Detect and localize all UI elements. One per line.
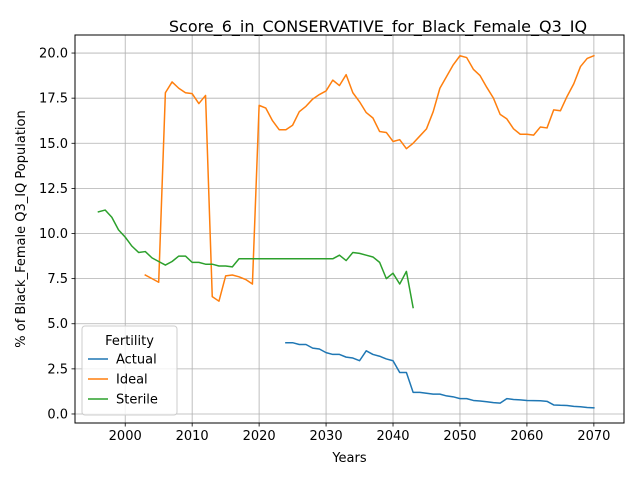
x-axis-title: Years — [331, 451, 367, 466]
y-tick-label: 12.5 — [39, 182, 68, 197]
axis-ticks: 2000 2010 2020 2030 2040 2050 2060 2070 0.0 2.5 5.… — [39, 47, 610, 444]
y-tick-label: 2.5 — [47, 362, 68, 377]
x-tick-label: 2010 — [176, 429, 209, 444]
y-tick-label: 17.5 — [39, 92, 68, 107]
legend-label-ideal: Ideal — [116, 373, 148, 388]
x-tick-label: 2060 — [510, 429, 543, 444]
series-line-ideal — [144, 54, 595, 302]
legend: Fertility Actual Ideal Sterile — [81, 325, 178, 416]
x-tick-label: 2020 — [243, 429, 276, 444]
legend-label-actual: Actual — [116, 353, 157, 368]
y-tick-label: 15.0 — [39, 137, 68, 152]
series-line-sterile — [97, 209, 414, 309]
y-tick-label: 10.0 — [39, 227, 68, 242]
y-axis-title: % of Black_Female Q3_IQ Population — [14, 110, 29, 347]
plot-frame — [74, 34, 625, 424]
y-tick-label: 5.0 — [47, 317, 68, 332]
y-tick-label: 0.0 — [47, 407, 68, 422]
legend-label-sterile: Sterile — [116, 393, 158, 408]
x-tick-label: 2030 — [310, 429, 343, 444]
series-line-actual — [285, 341, 595, 409]
x-tick-label: 2000 — [109, 429, 142, 444]
y-tick-label: 7.5 — [47, 272, 68, 287]
chart-title: Score_6_in_CONSERVATIVE_for_Black_Female… — [169, 17, 587, 37]
series-group — [97, 54, 595, 409]
legend-title: Fertility — [105, 334, 154, 349]
legend-box — [81, 325, 178, 416]
y-tick-label: 20.0 — [39, 47, 68, 62]
x-tick-label: 2040 — [376, 429, 409, 444]
x-tick-label: 2070 — [577, 429, 610, 444]
x-tick-label: 2050 — [443, 429, 476, 444]
